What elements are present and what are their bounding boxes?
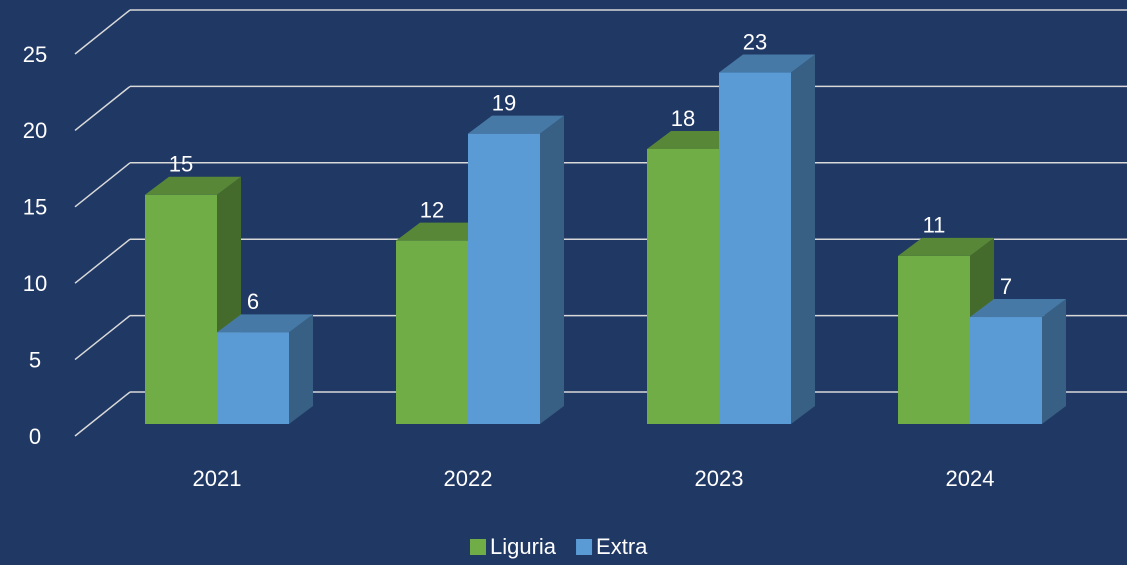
x-tick-label: 2023	[695, 466, 744, 491]
bar-top	[898, 237, 994, 256]
bar-top	[145, 176, 241, 195]
y-tick-label: 0	[29, 424, 41, 449]
bar-side	[791, 54, 815, 425]
data-label: 15	[169, 152, 193, 177]
bar-top	[217, 314, 313, 333]
data-label: 12	[420, 197, 444, 222]
bar	[217, 332, 289, 424]
y-tick-label: 10	[23, 271, 47, 296]
legend-label: Extra	[596, 534, 648, 559]
data-label: 19	[492, 90, 516, 115]
data-label: 7	[1000, 274, 1012, 299]
y-tick-label: 20	[23, 118, 47, 143]
bar	[396, 240, 468, 424]
grid-line-side	[74, 162, 131, 208]
grid-line-side	[74, 9, 131, 55]
bar	[145, 194, 217, 424]
bar-top	[468, 115, 564, 134]
y-tick-label: 15	[23, 195, 47, 220]
bar-side	[540, 115, 564, 425]
y-tick-label: 25	[23, 42, 47, 67]
x-tick-label: 2022	[444, 466, 493, 491]
x-tick-label: 2021	[193, 466, 242, 491]
bar	[468, 133, 540, 424]
grid-line-side	[74, 85, 131, 131]
bar-top	[970, 299, 1066, 318]
grid-line-side	[74, 391, 131, 437]
data-label: 23	[743, 29, 767, 54]
data-label: 11	[923, 213, 946, 238]
grid-line-side	[74, 238, 131, 284]
bar	[970, 317, 1042, 424]
legend-label: Liguria	[490, 534, 557, 559]
bar	[898, 255, 970, 424]
bar	[719, 72, 791, 424]
legend-swatch	[576, 539, 593, 555]
bar-side	[1042, 299, 1066, 424]
bar-side	[289, 314, 313, 424]
y-tick-label: 5	[29, 347, 41, 372]
bar-top	[719, 54, 815, 73]
data-label: 18	[671, 106, 695, 131]
x-tick-label: 2024	[946, 466, 995, 491]
legend-swatch	[470, 539, 486, 555]
bar	[647, 148, 719, 424]
data-label: 6	[247, 289, 259, 314]
grid-line-side	[74, 315, 131, 361]
